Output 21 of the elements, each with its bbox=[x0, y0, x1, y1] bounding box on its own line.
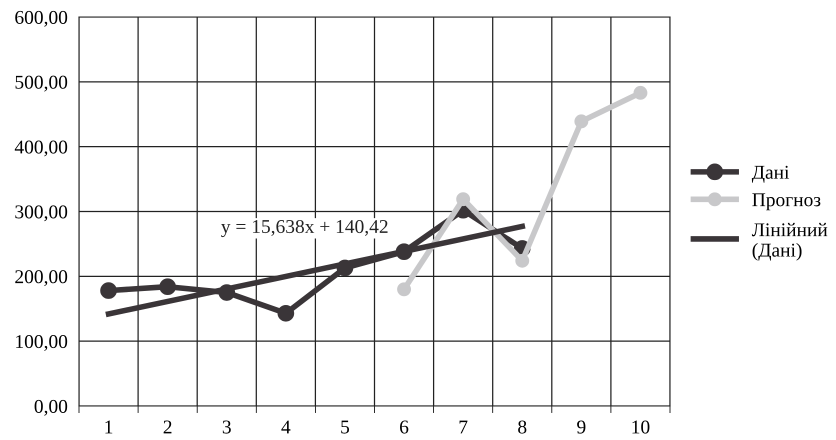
x-tick-label: 5 bbox=[341, 420, 350, 434]
y-tick-label: 200,00 bbox=[15, 270, 68, 286]
x-tick-label: 6 bbox=[400, 420, 408, 434]
legend-label: Прогноз bbox=[752, 193, 820, 210]
x-tick-label: 1 bbox=[105, 420, 112, 434]
x-tick-label: 3 bbox=[222, 420, 231, 434]
x-tick-label: 2 bbox=[164, 420, 172, 434]
x-tick-label: 7 bbox=[460, 420, 468, 434]
legend-label: Дані bbox=[752, 166, 790, 183]
y-tick-label: 600,00 bbox=[15, 10, 68, 27]
y-tick-label: 300,00 bbox=[15, 205, 68, 222]
y-tick-label: 400,00 bbox=[14, 140, 68, 156]
x-tick-label: 4 bbox=[281, 420, 290, 434]
x-tick-label: 9 bbox=[577, 420, 586, 434]
legend-label: Лінійний (Дані) bbox=[752, 222, 828, 261]
annotation: y = 15,638x + 140,42 bbox=[221, 220, 388, 238]
x-tick-label: 8 bbox=[518, 420, 526, 434]
x-tick-label: 10 bbox=[632, 420, 650, 434]
y-tick-label: 500,00 bbox=[16, 76, 68, 92]
y-tick-label: 100,00 bbox=[16, 334, 68, 351]
y-tick-label: 0,00 bbox=[34, 400, 68, 416]
